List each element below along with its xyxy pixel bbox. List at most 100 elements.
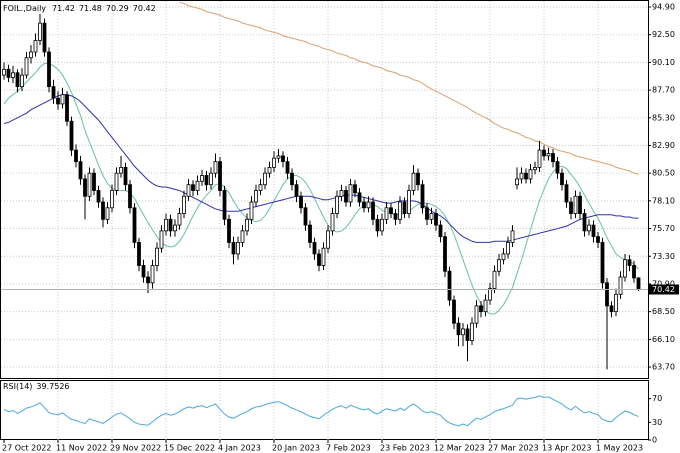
main-pane-frame: [0, 0, 649, 379]
y-tick-label: 80.50: [652, 169, 675, 178]
candle-body: [596, 236, 600, 243]
candle-body: [186, 184, 191, 197]
candle-body: [47, 51, 51, 88]
candle-body: [582, 213, 587, 232]
candle-body: [429, 213, 434, 220]
y-tick-label: 73.30: [652, 252, 675, 261]
candle-body: [542, 149, 546, 157]
candle-body: [69, 120, 74, 151]
x-tick-label: 12 Mar 2023: [434, 444, 485, 453]
candle-body: [425, 207, 429, 220]
candle-body: [564, 184, 569, 203]
candle-body: [105, 207, 110, 220]
candle-body: [240, 230, 245, 243]
candle-body: [555, 161, 560, 174]
candle-body: [299, 195, 303, 209]
x-tick-label: 23 Feb 2023: [380, 444, 430, 453]
candle-body: [330, 213, 335, 232]
indicator-header: RSI(14) 39.7526: [3, 382, 70, 391]
y-tick-label: 68.50: [652, 307, 675, 316]
candle-body: [375, 218, 380, 232]
candle-body: [573, 195, 578, 214]
candle-body: [308, 224, 312, 243]
candle-body: [236, 242, 240, 255]
candle-body: [128, 184, 132, 209]
x-tick-label: 11 Nov 2022: [56, 444, 107, 453]
candle-body: [276, 155, 281, 159]
candle-body: [182, 195, 186, 214]
candle-body: [146, 276, 150, 284]
candle-body: [204, 175, 209, 186]
candle-body: [227, 218, 231, 243]
candle-body: [407, 190, 411, 214]
x-tick-label: 7 Feb 2023: [326, 444, 371, 453]
candle-body: [357, 192, 362, 203]
candle-body: [344, 190, 348, 203]
candle-body: [173, 224, 177, 232]
candle-body: [398, 201, 402, 220]
candle-body: [326, 230, 330, 249]
candle-body: [258, 184, 263, 191]
candle-body: [317, 253, 321, 266]
candle-body: [312, 242, 317, 255]
candle-body: [528, 169, 533, 180]
candle-body: [416, 172, 420, 186]
candle-body: [200, 175, 204, 182]
candle-body: [524, 172, 528, 180]
y-tick-label: 78.10: [652, 196, 675, 205]
candle-body: [362, 201, 366, 209]
candle-body: [470, 322, 474, 341]
candle-body: [591, 224, 596, 238]
candle-body: [560, 172, 564, 186]
price-box: [649, 284, 679, 295]
candle-body: [506, 242, 510, 255]
candle-body: [15, 72, 20, 88]
candle-body: [209, 172, 213, 186]
candle-body: [389, 207, 393, 214]
candle-body: [195, 180, 200, 191]
candle-body: [254, 190, 258, 203]
candle-body: [78, 161, 83, 180]
candle-body: [371, 201, 375, 220]
indicator-line: [179, 1, 639, 175]
candle-body: [137, 242, 141, 266]
candle-body: [420, 184, 425, 209]
candle-body: [321, 247, 326, 266]
candle-body: [29, 51, 33, 59]
candle-body: [461, 328, 465, 336]
candle-body: [231, 242, 236, 255]
candle-body: [411, 172, 416, 191]
candle-body: [92, 172, 96, 191]
candle-body: [281, 155, 285, 163]
candle-body: [87, 172, 92, 197]
candle-body: [533, 167, 537, 171]
candle-body: [303, 207, 308, 226]
candle-body: [600, 242, 605, 284]
candle-body: [42, 22, 47, 53]
candle-body: [213, 161, 218, 174]
x-tick-label: 15 Dec 2022: [164, 444, 215, 453]
candle-body: [155, 247, 159, 266]
candle-body: [479, 305, 483, 313]
candle-body: [51, 86, 56, 99]
plot-area: [3, 395, 639, 427]
candle-body: [609, 305, 614, 313]
y-tick-label: 70.90: [652, 279, 675, 288]
candle-body: [132, 207, 137, 243]
candle-body: [627, 259, 632, 266]
y-tick-label: 82.90: [652, 141, 675, 150]
candle-body: [74, 149, 78, 163]
candle-body: [114, 172, 119, 191]
candle-body: [587, 224, 591, 232]
candle-body: [456, 322, 461, 336]
candle-body: [488, 288, 492, 301]
candle-body: [60, 94, 65, 105]
candle-body: [393, 213, 398, 220]
ohlc-value: 71.42: [52, 4, 75, 13]
indicator-line: [3, 395, 639, 427]
y-tick-label: 87.70: [652, 86, 675, 95]
x-tick-label: 13 Apr 2023: [542, 444, 591, 453]
candle-body: [380, 218, 384, 232]
candle-body: [551, 153, 555, 163]
candle-body: [119, 167, 123, 174]
